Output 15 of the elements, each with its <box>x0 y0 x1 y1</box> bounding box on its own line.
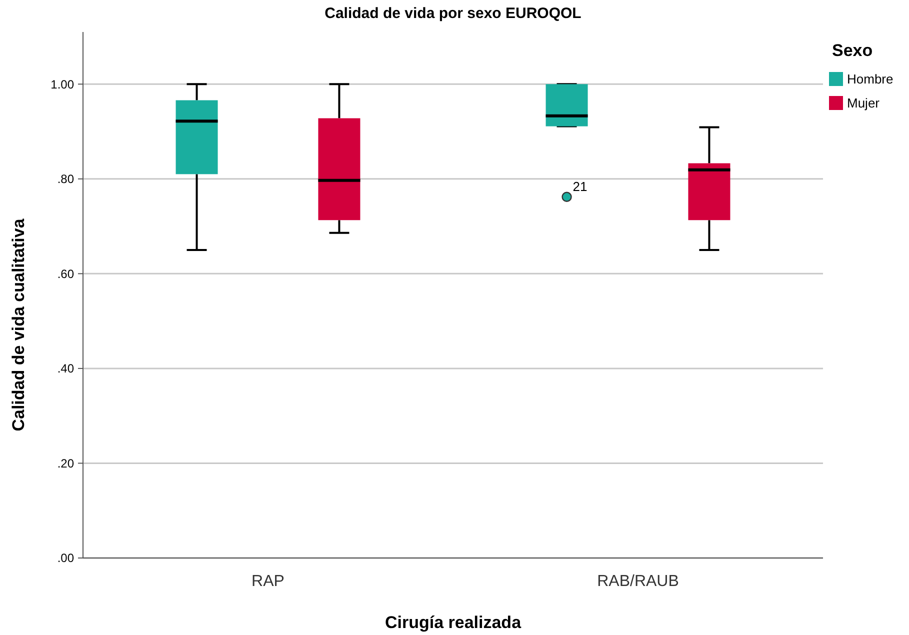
y-tick-label: .60 <box>57 266 74 281</box>
y-tick-label: .80 <box>57 172 74 186</box>
y-tick-label: 1.00 <box>50 77 74 92</box>
legend-label: Hombre <box>847 72 894 87</box>
y-axis-title: Calidad de vida cualitativa <box>9 218 28 432</box>
legend-title: Sexo <box>832 41 873 60</box>
legend-label: Mujer <box>847 96 880 111</box>
y-tick-label: .00 <box>57 551 74 566</box>
x-tick-label: RAP <box>252 573 284 590</box>
annotation: 21 <box>572 178 588 194</box>
x-tick-label: RAB/RAUB <box>597 573 679 590</box>
x-axis-title: Cirugía realizada <box>384 613 522 632</box>
chart-title: Calidad de vida por sexo EUROQOL <box>324 5 582 22</box>
y-tick-label: .40 <box>57 362 74 376</box>
y-tick-label: .20 <box>57 456 74 470</box>
